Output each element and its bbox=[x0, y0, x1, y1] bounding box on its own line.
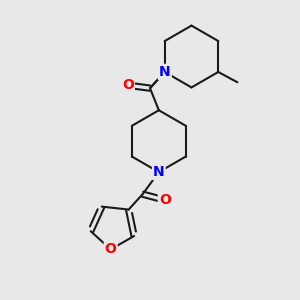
Text: O: O bbox=[105, 242, 117, 256]
Text: N: N bbox=[159, 65, 170, 79]
Text: O: O bbox=[159, 193, 171, 207]
Text: N: N bbox=[159, 65, 170, 79]
Text: N: N bbox=[153, 165, 165, 179]
Text: O: O bbox=[122, 78, 134, 92]
